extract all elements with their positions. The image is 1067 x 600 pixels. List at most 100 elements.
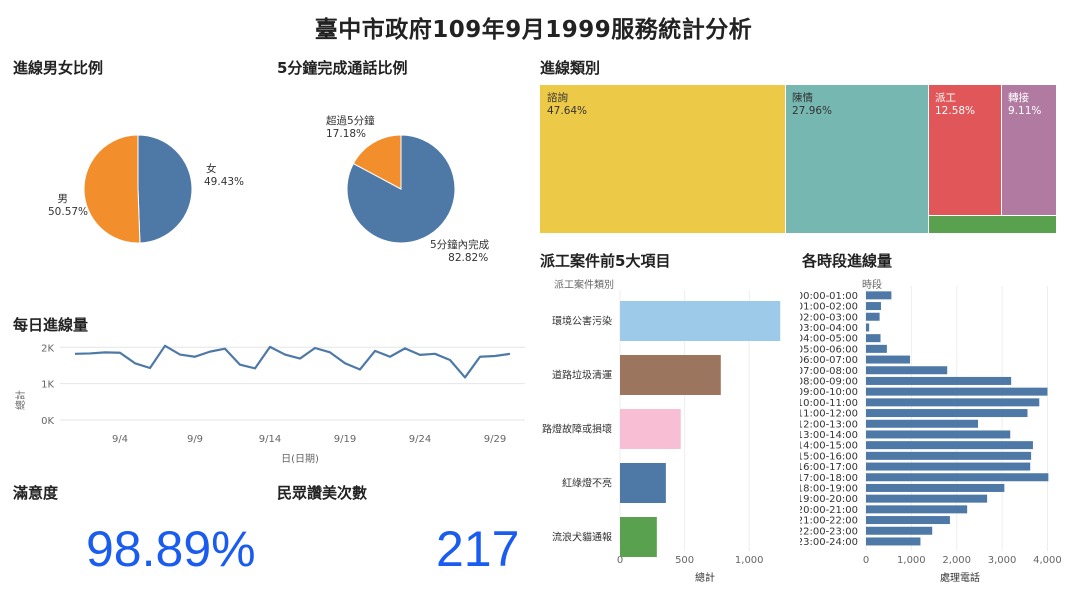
- category-title: 進線類別: [540, 59, 601, 77]
- hourly-bar: [866, 505, 968, 514]
- hourly-category-label: 09:00-10:00: [800, 387, 858, 398]
- hourly-x-tick: 0: [863, 555, 869, 566]
- hourly-category-label: 10:00-11:00: [800, 398, 858, 409]
- praise-value: 217: [436, 521, 520, 577]
- hourly-category-label: 19:00-20:00: [800, 494, 858, 505]
- gender-male-label: 男 50.57%: [48, 193, 89, 219]
- hourly-x-label: 處理電話: [940, 571, 980, 584]
- hourly-bar: [866, 483, 1005, 492]
- hourly-category-label: 18:00-19:00: [800, 483, 858, 494]
- gender-female-label: 女 49.43%: [204, 163, 244, 189]
- petition-name: 陳情: [792, 92, 813, 104]
- consult-value: 47.64%: [547, 105, 588, 117]
- hourly-bar: [866, 387, 1048, 396]
- daily-x-tick: 9/14: [259, 434, 281, 445]
- hourly-category-label: 02:00-03:00: [800, 312, 858, 323]
- dashboard-title: 臺中市政府109年9月1999服務統計分析: [314, 17, 753, 43]
- hourly-bar: [866, 537, 921, 546]
- dispatch-category-label: 環境公害污染: [552, 315, 612, 328]
- hourly-bar: [866, 441, 1033, 450]
- satisfaction-title: 滿意度: [13, 484, 59, 502]
- gender-title: 進線男女比例: [13, 59, 104, 77]
- petition-value: 27.96%: [792, 105, 833, 117]
- daily-x-tick: 9/24: [409, 434, 431, 445]
- hourly-category-label: 20:00-21:00: [800, 505, 858, 516]
- hourly-category-label: 04:00-05:00: [800, 334, 858, 345]
- dispatch-x-tick: 0: [617, 555, 623, 566]
- daily-x-tick: 9/4: [112, 434, 128, 445]
- hourly-bar: [866, 323, 870, 332]
- treemap-tile-other: [929, 216, 1056, 233]
- dispatch-title: 派工案件前5大項目: [540, 252, 671, 270]
- transfer-value: 9.11%: [1008, 105, 1042, 117]
- hourly-category-label: 22:00-23:00: [800, 526, 858, 537]
- hourly-bar: [866, 366, 948, 375]
- over-five-value: 17.18%: [326, 128, 367, 140]
- treemap-tile-transfer: 轉接 9.11%: [1002, 85, 1056, 215]
- dispatch-name: 派工: [935, 92, 956, 104]
- hourly-category-label: 06:00-07:00: [800, 355, 858, 366]
- within-five-name: 5分鐘內完成: [430, 239, 490, 251]
- dispatch-bar: [620, 409, 681, 449]
- hourly-category-label: 12:00-13:00: [800, 419, 858, 430]
- hourly-bar-chart: 時段 0 1,000 2,000 3,000 4,000 00:00-01:0001:00…: [800, 278, 1062, 584]
- dispatch-header: 派工案件類別: [554, 278, 614, 291]
- daily-x-tick: 9/19: [334, 434, 356, 445]
- hourly-category-label: 00:00-01:00: [800, 291, 858, 302]
- hourly-bar: [866, 334, 881, 343]
- dispatch-bar-chart: 派工案件類別 0 500 1,000 環境公害污染道路垃圾清運路燈故障或損壞紅綠燈不亮…: [542, 278, 781, 584]
- hourly-header: 時段: [862, 278, 882, 291]
- daily-y-tick: 2K: [41, 343, 54, 354]
- hourly-category-label: 21:00-22:00: [800, 516, 858, 527]
- hourly-bar: [866, 516, 950, 525]
- hourly-bar: [866, 526, 933, 535]
- daily-series-line: [74, 344, 511, 379]
- male-value: 50.57%: [48, 206, 89, 218]
- hourly-category-label: 01:00-02:00: [800, 302, 858, 313]
- dispatch-bar: [620, 517, 657, 557]
- hourly-x-tick: 3,000: [988, 555, 1017, 566]
- female-name: 女: [206, 163, 217, 175]
- dispatch-value: 12.58%: [935, 105, 976, 117]
- hourly-category-label: 08:00-09:00: [800, 376, 858, 387]
- hourly-bar: [866, 302, 881, 311]
- consult-name: 諮詢: [547, 92, 568, 104]
- over-five-label: 超過5分鐘 17.18%: [326, 115, 375, 141]
- five-min-pie-chart: [346, 134, 456, 244]
- treemap-tile-petition: 陳情 27.96%: [786, 85, 928, 233]
- hourly-x-tick: 2,000: [942, 555, 971, 566]
- hourly-bar: [866, 462, 1031, 471]
- transfer-name: 轉接: [1008, 92, 1029, 104]
- hourly-category-label: 16:00-17:00: [800, 462, 858, 473]
- satisfaction-value: 98.89%: [86, 521, 256, 577]
- hourly-bar: [866, 430, 1011, 439]
- hourly-category-label: 17:00-18:00: [800, 473, 858, 484]
- hourly-bar: [866, 419, 979, 428]
- hourly-category-label: 23:00-24:00: [800, 537, 858, 548]
- hourly-bar: [866, 473, 1049, 482]
- hourly-bar: [866, 355, 911, 364]
- treemap-tile-consult: 諮詢 47.64%: [540, 85, 785, 233]
- praise-title: 民眾讚美次數: [277, 484, 368, 502]
- female-value: 49.43%: [204, 176, 245, 188]
- daily-y-tick: 1K: [41, 380, 54, 391]
- hourly-bar: [866, 398, 1040, 407]
- dispatch-x-tick: 1,000: [735, 555, 764, 566]
- male-name: 男: [57, 193, 69, 205]
- hourly-bar: [866, 409, 1028, 418]
- daily-x-label: 日(日期): [281, 453, 319, 465]
- hourly-bar: [866, 494, 988, 503]
- hourly-title: 各時段進線量: [802, 252, 893, 270]
- daily-x-tick: 9/29: [484, 434, 506, 445]
- treemap-tile-dispatch: 派工 12.58%: [929, 85, 1001, 215]
- dispatch-x-tick: 500: [675, 555, 694, 566]
- hourly-category-label: 15:00-16:00: [800, 451, 858, 462]
- hourly-category-label: 03:00-04:00: [800, 323, 858, 334]
- dispatch-category-label: 路燈故障或損壞: [542, 423, 612, 436]
- daily-y-label: 總計: [14, 390, 27, 410]
- dispatch-x-label: 總計: [695, 571, 715, 584]
- hourly-bar: [866, 376, 1012, 385]
- dispatch-bar: [620, 463, 666, 503]
- hourly-bar: [866, 344, 887, 353]
- hourly-category-label: 07:00-08:00: [800, 366, 858, 377]
